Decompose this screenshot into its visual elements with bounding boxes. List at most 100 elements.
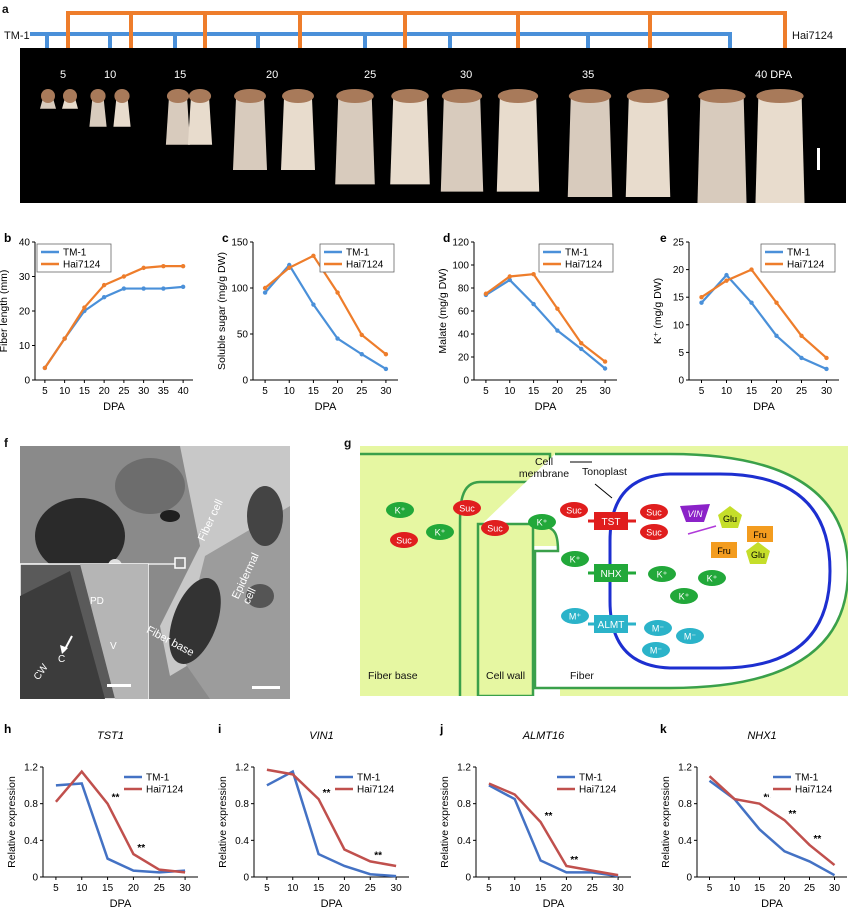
xlabel-i: DPA bbox=[321, 898, 343, 910]
ylabel-c: Soluble sugar (mg/g DW) bbox=[216, 252, 228, 370]
fiber-sample-13 bbox=[625, 92, 671, 197]
kplus-vac-2 bbox=[670, 588, 698, 604]
data-point-e-0-1 bbox=[724, 272, 729, 278]
data-point-d-0-0 bbox=[483, 292, 489, 298]
ylabel-d: Malate (mg/g DW) bbox=[437, 268, 449, 353]
panel-label-a: a bbox=[2, 2, 9, 16]
seed-6 bbox=[234, 89, 266, 103]
data-point-c-0-0 bbox=[262, 290, 268, 295]
kplus-mol-3-text: K⁺ bbox=[570, 555, 581, 565]
data-point-d-1-2 bbox=[531, 272, 536, 277]
xtick-label-j-1: 10 bbox=[509, 883, 521, 894]
series-line-k-1 bbox=[708, 775, 836, 867]
ytick-label-d-1: 20 bbox=[458, 353, 470, 364]
kplus-vac-1 bbox=[698, 570, 726, 586]
data-point-c-1-1 bbox=[287, 265, 292, 270]
ytick-label-d-0: 0 bbox=[463, 376, 469, 387]
data-point-e-0-5 bbox=[824, 366, 829, 372]
data-point-b-0-6 bbox=[161, 286, 166, 291]
suc-vac-1-text: Suc bbox=[646, 528, 662, 538]
ytick-label-k-3: 1.2 bbox=[678, 763, 692, 774]
xtick-label-c-0: 5 bbox=[262, 386, 268, 397]
suc-mol-2 bbox=[481, 520, 509, 536]
data-point-e-0-0 bbox=[699, 300, 704, 305]
legend-box-i bbox=[331, 769, 405, 797]
legend-label-e-1: Hai7124 bbox=[787, 260, 825, 271]
ytick-label-d-4: 80 bbox=[458, 284, 470, 295]
timepoint-label-0: 5 bbox=[60, 69, 66, 81]
fiber-sample-9 bbox=[390, 92, 430, 185]
sig-mark-k-1: ** bbox=[789, 809, 797, 820]
timepoint-label-2: 15 bbox=[174, 69, 186, 81]
ytick-label-k-2: 0.8 bbox=[678, 799, 692, 810]
data-point-e-1-2 bbox=[749, 267, 754, 272]
data-point-c-1-0 bbox=[262, 285, 268, 291]
xtick-label-b-4: 25 bbox=[118, 386, 130, 397]
legend-label-b-1: Hai7124 bbox=[63, 260, 101, 271]
pd-label: PD bbox=[90, 596, 104, 607]
xtick-label-j-0: 5 bbox=[486, 883, 492, 894]
series-line-c-0 bbox=[264, 263, 387, 370]
fiber-sample-7 bbox=[281, 92, 315, 170]
xtick-label-d-0: 5 bbox=[483, 386, 489, 397]
ytick-label-i-0: 0 bbox=[243, 873, 249, 884]
ytick-label-d-5: 100 bbox=[452, 261, 469, 272]
seed-12 bbox=[568, 89, 612, 103]
data-point-b-0-1 bbox=[62, 336, 67, 341]
tst-transporter-text: TST bbox=[602, 517, 621, 528]
legend-label-e-0: TM-1 bbox=[787, 248, 811, 259]
data-point-d-0-1 bbox=[507, 277, 512, 283]
data-point-b-0-0 bbox=[42, 365, 48, 371]
suc-vac-0 bbox=[640, 504, 668, 520]
xtick-label-b-1: 10 bbox=[59, 386, 71, 397]
data-point-d-1-5 bbox=[602, 359, 608, 364]
legend-label-c-0: TM-1 bbox=[346, 248, 370, 259]
panel-label-d: d bbox=[443, 231, 450, 245]
scale-bar bbox=[817, 148, 820, 170]
xtick-label-i-4: 25 bbox=[365, 883, 377, 894]
sig-mark-i-1: ** bbox=[374, 850, 382, 861]
data-point-c-0-4 bbox=[359, 352, 364, 357]
data-point-d-1-3 bbox=[555, 306, 560, 311]
ytick-label-j-2: 0.8 bbox=[457, 799, 471, 810]
ytick-label-c-0: 0 bbox=[242, 376, 248, 387]
sig-mark-k-0: ** bbox=[764, 793, 772, 804]
c-label: C bbox=[58, 654, 66, 665]
panel-label-f: f bbox=[4, 436, 8, 450]
xlabel-k: DPA bbox=[761, 898, 783, 910]
chart-k: k 0 0.4 0.8 1.2 5 10 15 20 25 30 DPA Relative expres… bbox=[660, 722, 847, 910]
ylabel-k: Relative expression bbox=[660, 776, 672, 868]
ytick-label-b-4: 40 bbox=[19, 238, 31, 249]
kplus-vac-0 bbox=[648, 566, 676, 582]
kplus-vac-2-text: K⁺ bbox=[679, 592, 690, 602]
vin-enzyme-text: VIN bbox=[687, 509, 703, 519]
xtick-label-e-3: 20 bbox=[771, 386, 783, 397]
seed-3 bbox=[114, 89, 130, 103]
legend-label-b-0: TM-1 bbox=[63, 248, 87, 259]
ytick-label-c-3: 150 bbox=[231, 238, 248, 249]
data-point-c-0-3 bbox=[335, 336, 340, 341]
xtick-label-e-5: 30 bbox=[821, 386, 833, 397]
xtick-label-i-5: 30 bbox=[391, 883, 403, 894]
sig-mark-j-1: ** bbox=[570, 855, 578, 866]
data-point-b-1-0 bbox=[42, 365, 48, 371]
xtick-label-h-4: 25 bbox=[154, 883, 166, 894]
data-point-e-1-4 bbox=[799, 333, 804, 339]
seed-13 bbox=[626, 89, 670, 103]
seed-7 bbox=[282, 89, 314, 103]
series-line-h-1 bbox=[54, 769, 186, 874]
kplus-mol-1 bbox=[426, 524, 454, 540]
legend-box-e bbox=[760, 243, 836, 273]
legend-label-i-1: Hai7124 bbox=[357, 785, 395, 796]
cell-membrane-label: Cell membrane bbox=[518, 456, 570, 480]
series-line-h-0 bbox=[55, 782, 186, 874]
seed-1 bbox=[63, 89, 77, 103]
data-point-b-0-5 bbox=[141, 286, 146, 291]
fiber-sample-14 bbox=[697, 92, 747, 210]
fiber-sample-6 bbox=[233, 92, 267, 170]
fru-mol-1-text: Fru bbox=[717, 546, 731, 556]
xtick-label-k-5: 30 bbox=[829, 883, 841, 894]
series-line-d-1 bbox=[485, 273, 606, 363]
xtick-label-d-4: 25 bbox=[576, 386, 588, 397]
data-point-b-0-7 bbox=[180, 284, 186, 290]
